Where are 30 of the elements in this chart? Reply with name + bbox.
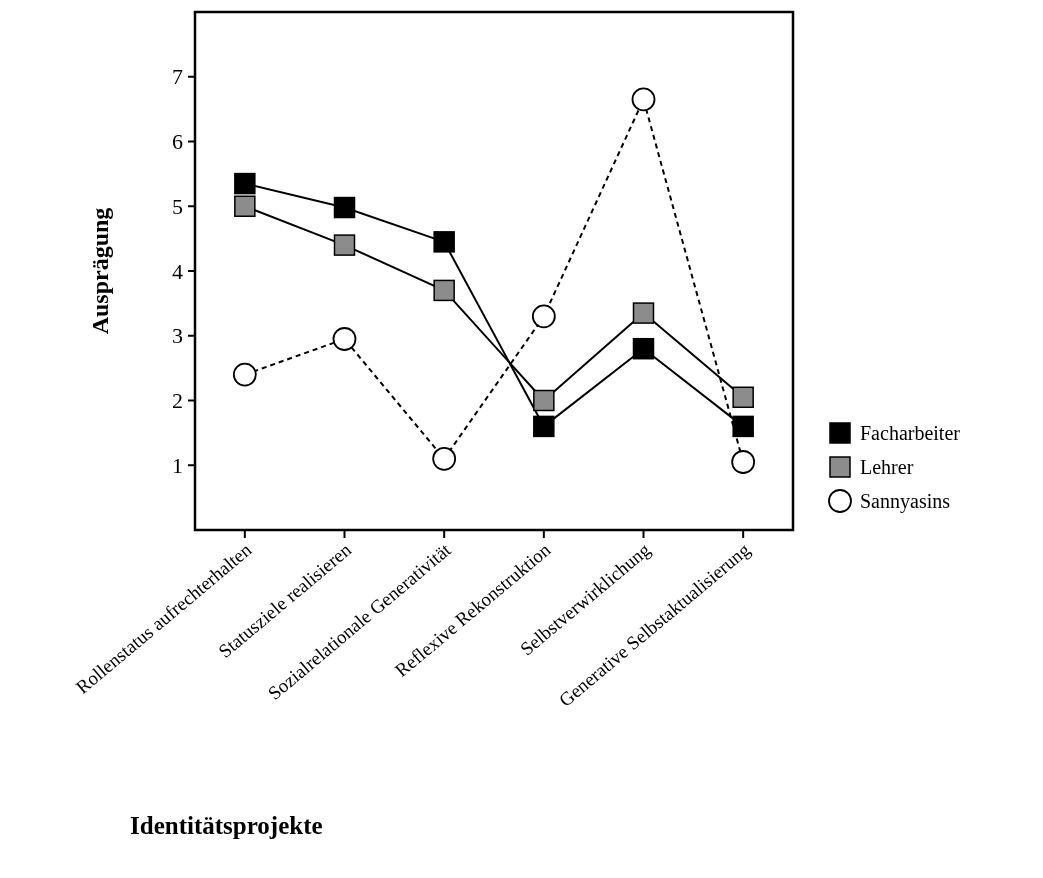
point xyxy=(732,415,754,438)
y-tick-label: 5 xyxy=(172,193,183,219)
point xyxy=(333,196,356,219)
y-axis-title: Ausprägung xyxy=(87,207,113,335)
legend-label: Lehrer xyxy=(860,456,914,478)
legend-label: Facharbeiter xyxy=(860,422,961,444)
point xyxy=(234,172,256,195)
y-tick-label: 2 xyxy=(172,388,183,414)
point xyxy=(732,386,754,409)
y-tick-label: 6 xyxy=(172,129,183,155)
y-tick-label: 7 xyxy=(172,64,183,90)
point xyxy=(631,87,656,112)
point xyxy=(234,195,256,217)
y-tick-label: 1 xyxy=(172,452,183,478)
y-tick-label: 3 xyxy=(172,323,183,349)
point xyxy=(731,450,756,474)
legend-label: Sannyasins xyxy=(860,490,951,513)
point xyxy=(333,234,356,256)
point xyxy=(332,327,357,351)
point xyxy=(433,279,455,302)
point xyxy=(632,337,655,360)
x-axis-title: Identitätsprojekte xyxy=(130,812,323,839)
point xyxy=(531,304,556,329)
point xyxy=(232,362,257,387)
point xyxy=(632,302,655,324)
y-tick-label: 4 xyxy=(172,258,183,284)
point xyxy=(533,415,555,438)
point xyxy=(433,231,455,253)
point xyxy=(533,389,555,412)
point xyxy=(432,446,457,471)
